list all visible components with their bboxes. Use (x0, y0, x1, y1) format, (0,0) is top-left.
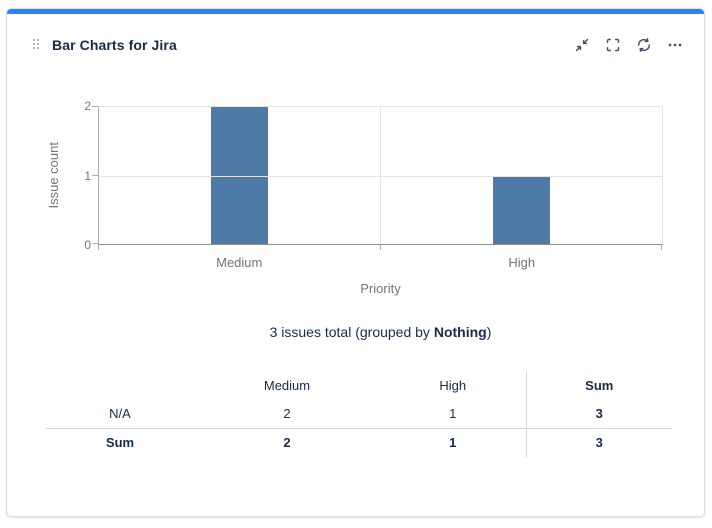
x-axis-title: Priority (360, 281, 401, 296)
row-label: Sum (46, 427, 194, 457)
drag-handle-icon[interactable] (33, 38, 41, 52)
header-row-label (46, 371, 194, 399)
table-header-row: Medium High Sum (46, 371, 672, 399)
table-row: N/A 2 1 3 (46, 399, 672, 428)
header-high: High (439, 377, 467, 393)
x-tick-mark (98, 244, 99, 250)
y-tick-mark (92, 106, 98, 107)
more-options-icon (668, 43, 682, 47)
y-tick-mark (92, 174, 98, 176)
y-tick-label: 1 (84, 168, 91, 183)
bar-high[interactable] (493, 175, 550, 244)
category-slot (381, 107, 662, 244)
cell-sum: 3 (525, 399, 672, 428)
refresh-button[interactable] (635, 36, 653, 54)
y-tick-mark (92, 243, 98, 244)
y-tick-label: 2 (84, 99, 91, 113)
y-axis-ticks: 0 1 2 (57, 99, 91, 252)
pivot-table: Medium High Sum N/A 2 1 3 Sum 2 1 3 (46, 371, 672, 457)
x-category-labels: Medium High (98, 255, 663, 271)
summary-prefix: 3 issues total (grouped by (269, 324, 434, 340)
x-tick-mark (661, 244, 662, 250)
x-category-label: Medium (216, 255, 263, 270)
x-tick-mark (379, 244, 381, 250)
gridline (99, 175, 662, 177)
table-row-sum: Sum 2 1 3 (46, 427, 672, 457)
cell-high: 1 (449, 405, 457, 421)
gadget-accent-bar (7, 9, 704, 14)
row-label: N/A (109, 405, 131, 421)
x-category-label: High (508, 255, 536, 270)
plot-area (92, 106, 663, 250)
minimize-icon (575, 38, 589, 52)
gadget-actions (573, 36, 684, 54)
cell-sum: 3 (525, 427, 672, 457)
issues-summary: 3 issues total (grouped by Nothing) (98, 323, 663, 341)
minimize-button[interactable] (573, 36, 591, 54)
cell-medium: 2 (283, 405, 291, 421)
gadget-header: Bar Charts for Jira (33, 31, 684, 59)
refresh-icon (637, 38, 651, 52)
dashboard-gadget-card: Bar Charts for Jira (6, 8, 705, 517)
cell-medium: 2 (194, 427, 380, 457)
header-sum: Sum (525, 371, 672, 399)
more-options-button[interactable] (666, 36, 684, 54)
cell-high: 1 (380, 427, 526, 457)
summary-suffix: ) (486, 324, 492, 340)
y-tick-label: 0 (84, 238, 91, 252)
fullscreen-button[interactable] (604, 36, 622, 54)
header-medium: Medium (263, 377, 311, 393)
gadget-title: Bar Charts for Jira (52, 37, 177, 53)
fullscreen-icon (606, 38, 620, 52)
summary-group-by: Nothing (433, 324, 487, 340)
